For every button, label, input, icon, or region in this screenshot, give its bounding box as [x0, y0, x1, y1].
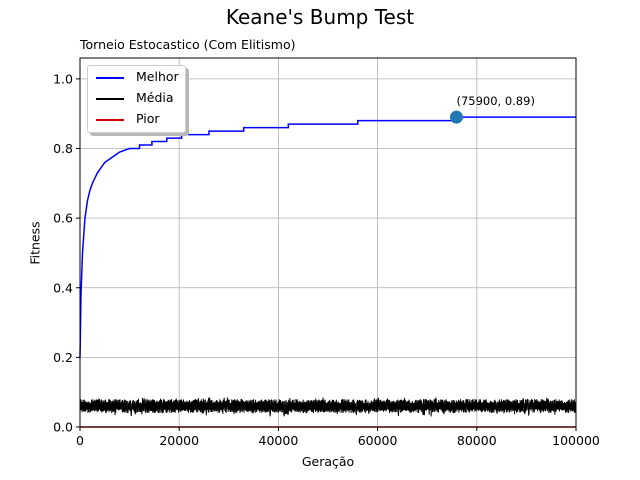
series-melhor-line: [79, 116, 576, 358]
plot-frame: [79, 57, 577, 428]
legend-label-media: Média: [136, 90, 174, 105]
legend-swatch-melhor: [96, 77, 124, 79]
series-media-line: [79, 397, 577, 417]
x-tick-label: 60000: [358, 433, 398, 448]
legend-item-melhor: Melhor: [96, 69, 182, 85]
grid-lines: [79, 58, 577, 428]
x-tick-label: 20000: [159, 433, 199, 448]
chart-title: Keane's Bump Test: [225, 5, 415, 29]
x-axis-label: Geração: [301, 454, 355, 469]
y-tick-label: 0.8: [53, 141, 73, 156]
y-axis-label: Fitness: [27, 221, 43, 265]
legend-label-melhor: Melhor: [136, 69, 179, 84]
annotation-marker: [449, 110, 463, 124]
annotation-layer: (75900, 0.89): [449, 94, 535, 124]
legend-swatch-pior: [96, 119, 124, 121]
legend-item-pior: Pior: [96, 111, 182, 127]
y-tick-label: 1.0: [53, 71, 73, 86]
x-tick-label: 0: [76, 433, 84, 448]
legend-label-pior: Pior: [136, 111, 160, 126]
y-tick-label: 0.0: [53, 420, 73, 435]
x-tick-label: 80000: [457, 433, 497, 448]
legend-swatch-media: [96, 98, 124, 100]
chart-subtitle: Torneio Estocastico (Com Elitismo): [80, 37, 296, 52]
y-tick-label: 0.2: [53, 350, 73, 365]
legend-item-media: Média: [96, 90, 182, 106]
legend: Melhor Média Pior: [87, 65, 186, 133]
y-tick-label: 0.6: [53, 211, 73, 226]
x-tick-label: 40000: [259, 433, 299, 448]
x-tick-label: 100000: [552, 433, 600, 448]
axis-ticks: 0 20000 40000 60000 80000 100000 0.0 0.2 0.4 0.6 0…: [53, 71, 600, 448]
annotation-label: (75900, 0.89): [456, 94, 534, 108]
y-tick-label: 0.4: [53, 280, 73, 295]
